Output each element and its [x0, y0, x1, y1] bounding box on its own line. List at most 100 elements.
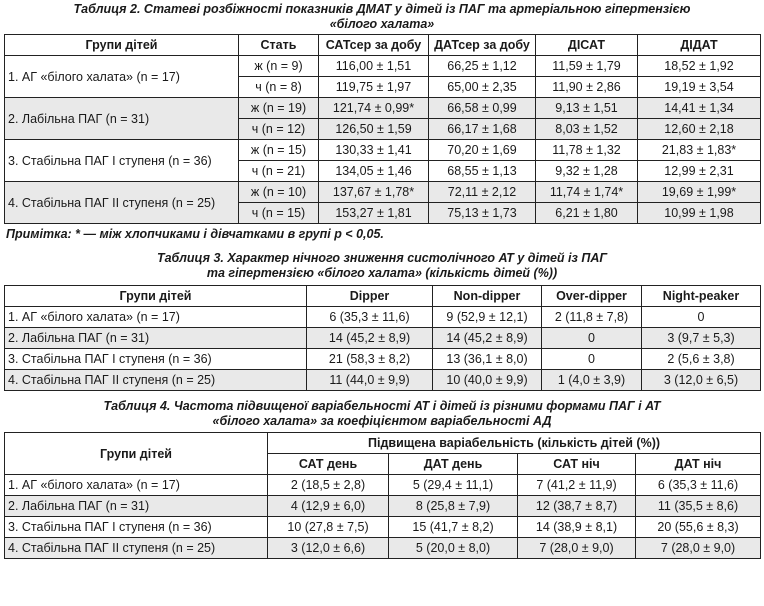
value-cell: 2 (5,6 ± 3,8)	[641, 348, 761, 370]
value-cell: 68,55 ± 1,13	[428, 160, 536, 182]
table4-header-cell: ДАТ день	[388, 453, 518, 475]
table2-header-cell: Групи дітей	[4, 34, 239, 56]
value-cell: 0	[541, 327, 642, 349]
table3-header-cell: Групи дітей	[4, 285, 307, 307]
section-gap	[4, 391, 760, 399]
table2-header-cell: ДАТсер за добу	[428, 34, 536, 56]
value-cell: 11 (44,0 ± 9,9)	[306, 369, 433, 391]
value-cell: 70,20 ± 1,69	[428, 139, 536, 161]
value-cell: 6,21 ± 1,80	[535, 202, 638, 224]
table3-header-cell: Night-peaker	[641, 285, 761, 307]
table4-span-header: Підвищена варіабельність (кількість діте…	[266, 432, 762, 454]
value-cell: 72,11 ± 2,12	[428, 181, 536, 203]
value-cell: 12,99 ± 2,31	[637, 160, 761, 182]
table-row: 2. Лабільна ПАГ (n = 31) 14 (45,2 ± 8,9)…	[4, 327, 761, 349]
table-row: 3. Стабільна ПАГ І ступеня (n = 36) 10 (…	[4, 516, 762, 538]
value-cell: 14 (45,2 ± 8,9)	[306, 327, 433, 349]
value-cell: 11,78 ± 1,32	[535, 139, 638, 161]
value-cell: 9,13 ± 1,51	[535, 97, 638, 119]
value-cell: 7 (28,0 ± 9,0)	[634, 537, 762, 559]
value-cell: 121,74 ± 0,99*	[318, 97, 429, 119]
value-cell: 20 (55,6 ± 8,3)	[634, 516, 762, 538]
value-cell: 10,99 ± 1,98	[637, 202, 761, 224]
value-cell: 3 (12,0 ± 6,6)	[267, 537, 389, 559]
table3: Групи дітей Dipper Non-dipper Over-dippe…	[4, 285, 761, 391]
value-cell: 134,05 ± 1,46	[318, 160, 429, 182]
value-cell: 14 (38,9 ± 8,1)	[517, 516, 636, 538]
value-cell: 126,50 ± 1,59	[318, 118, 429, 140]
group-name-cell: 4. Стабільна ПАГ ІІ ступеня (n = 25)	[4, 537, 268, 559]
table2-caption-line2: «білого халата»	[329, 17, 435, 31]
value-cell: 7 (28,0 ± 9,0)	[517, 537, 636, 559]
value-cell: 116,00 ± 1,51	[318, 55, 429, 77]
value-cell: 5 (29,4 ± 11,1)	[388, 474, 518, 496]
group-name-cell: 3. Стабільна ПАГ І ступеня (n = 36)	[4, 348, 307, 370]
table4: Групи дітей Підвищена варіабельність (кі…	[4, 432, 762, 559]
table2-note: Примітка: * — між хлопчиками і дівчаткам…	[6, 227, 384, 241]
table3-header-row: Групи дітей Dipper Non-dipper Over-dippe…	[4, 285, 761, 307]
value-cell: 11 (35,5 ± 8,6)	[634, 495, 762, 517]
value-cell: 10 (27,8 ± 7,5)	[267, 516, 389, 538]
table-row: ч (n = 8) 119,75 ± 1,97 65,00 ± 2,35 11,…	[5, 76, 761, 98]
table4-header-cell: САТ ніч	[517, 453, 636, 475]
value-cell: 137,67 ± 1,78*	[318, 181, 429, 203]
value-cell: 2 (18,5 ± 2,8)	[267, 474, 389, 496]
table4-header-row: Групи дітей Підвищена варіабельність (кі…	[4, 432, 762, 475]
group-name-cell: 4. Стабільна ПАГ ІІ ступеня (n = 25)	[4, 369, 307, 391]
sex-cell: ч (n = 21)	[238, 160, 319, 182]
sex-cell: ж (n = 9)	[238, 55, 319, 77]
group-name-cell: 2. Лабільна ПАГ (n = 31)	[4, 327, 307, 349]
value-cell: 19,19 ± 3,54	[637, 76, 761, 98]
table2-header-cell: ДІСАТ	[535, 34, 638, 56]
sex-cell: ж (n = 10)	[238, 181, 319, 203]
value-cell: 13 (36,1 ± 8,0)	[432, 348, 542, 370]
value-cell: 65,00 ± 2,35	[428, 76, 536, 98]
value-cell: 0	[641, 306, 761, 328]
value-cell: 1 (4,0 ± 3,9)	[541, 369, 642, 391]
table3-header-cell: Over-dipper	[541, 285, 642, 307]
sex-cell: ж (n = 19)	[238, 97, 319, 119]
value-cell: 0	[541, 348, 642, 370]
table4-header-cell: САТ день	[267, 453, 389, 475]
table3-header-cell: Non-dipper	[432, 285, 542, 307]
sex-cell: ч (n = 12)	[238, 118, 319, 140]
table3-header-cell: Dipper	[306, 285, 433, 307]
table4-header-cell: Групи дітей	[4, 432, 268, 475]
value-cell: 11,59 ± 1,79	[535, 55, 638, 77]
value-cell: 5 (20,0 ± 8,0)	[388, 537, 518, 559]
group-name-cell: 1. АГ «білого халата» (n = 17)	[4, 55, 239, 98]
table-row: 4. Стабільна ПАГ ІІ ступеня (n = 25) ж (…	[4, 181, 761, 224]
group-name-cell: 3. Стабільна ПАГ І ступеня (n = 36)	[4, 516, 268, 538]
value-cell: 15 (41,7 ± 8,2)	[388, 516, 518, 538]
group-name-cell: 1. АГ «білого халата» (n = 17)	[4, 306, 307, 328]
table4-caption-line2: «білого халата» за коефіцієнтом варіабел…	[212, 414, 552, 428]
value-cell: 6 (35,3 ± 11,6)	[306, 306, 433, 328]
table-row: ч (n = 21) 134,05 ± 1,46 68,55 ± 1,13 9,…	[5, 160, 761, 182]
value-cell: 66,58 ± 0,99	[428, 97, 536, 119]
table-row: 3. Стабільна ПАГ І ступеня (n = 36) ж (n…	[4, 139, 761, 182]
table-row: 2. Лабільна ПАГ (n = 31) 4 (12,9 ± 6,0) …	[4, 495, 762, 517]
table2-caption: Таблиця 2. Статеві розбіжності показникі…	[4, 2, 760, 32]
group-name-cell: 3. Стабільна ПАГ І ступеня (n = 36)	[4, 139, 239, 182]
value-cell: 12 (38,7 ± 8,7)	[517, 495, 636, 517]
group-name-cell: 1. АГ «білого халата» (n = 17)	[4, 474, 268, 496]
table2-header-cell: ДІДАТ	[637, 34, 761, 56]
table4-caption: Таблиця 4. Частота підвищеної варіабельн…	[4, 399, 760, 429]
group-name-cell: 4. Стабільна ПАГ ІІ ступеня (n = 25)	[4, 181, 239, 224]
value-cell: 7 (41,2 ± 11,9)	[517, 474, 636, 496]
table-row: 3. Стабільна ПАГ І ступеня (n = 36) 21 (…	[4, 348, 761, 370]
value-cell: 19,69 ± 1,99*	[637, 181, 761, 203]
value-cell: 9 (52,9 ± 12,1)	[432, 306, 542, 328]
value-cell: 8 (25,8 ± 7,9)	[388, 495, 518, 517]
sex-cell: ч (n = 15)	[238, 202, 319, 224]
value-cell: 14,41 ± 1,34	[637, 97, 761, 119]
value-cell: 8,03 ± 1,52	[535, 118, 638, 140]
value-cell: 10 (40,0 ± 9,9)	[432, 369, 542, 391]
value-cell: 4 (12,9 ± 6,0)	[267, 495, 389, 517]
table-row: 1. АГ «білого халата» (n = 17) 6 (35,3 ±…	[4, 306, 761, 328]
value-cell: 18,52 ± 1,92	[637, 55, 761, 77]
table2: Групи дітей Стать САТсер за добу ДАТсер …	[4, 34, 761, 224]
value-cell: 9,32 ± 1,28	[535, 160, 638, 182]
table4-caption-line1: Таблиця 4. Частота підвищеної варіабельн…	[103, 399, 661, 413]
